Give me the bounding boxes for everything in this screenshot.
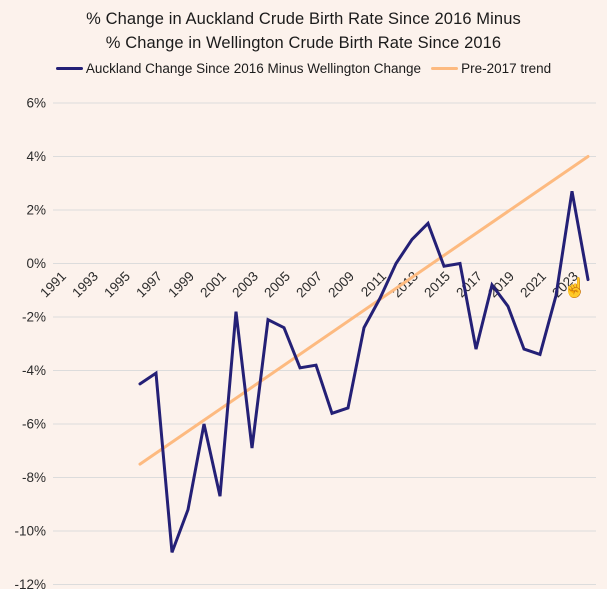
- x-axis-tick-label: 2005: [261, 269, 293, 301]
- legend-line-swatch-navy: [55, 67, 83, 70]
- legend-item-auckland-minus-wellington: Auckland Change Since 2016 Minus Welling…: [55, 61, 422, 76]
- y-axis-tick-label: 2%: [26, 203, 46, 218]
- x-axis-tick-label: 2017: [453, 269, 485, 301]
- x-axis-tick-label: 2015: [421, 269, 453, 301]
- series-line-primary: [138, 191, 590, 553]
- legend-line-swatch-orange: [431, 67, 459, 70]
- y-axis-tick-label: -8%: [22, 470, 46, 485]
- x-axis-tick-label: 1999: [165, 269, 197, 301]
- y-axis-tick-label: 6%: [26, 96, 46, 111]
- y-axis-tick-label: -6%: [22, 417, 46, 432]
- y-axis-tick-label: 4%: [26, 149, 46, 164]
- x-axis-tick-label: 1995: [101, 269, 133, 301]
- chart-title-line2: % Change in Wellington Crude Birth Rate …: [105, 34, 502, 52]
- x-axis-tick-label: 2001: [197, 269, 229, 301]
- x-axis-tick-label: 1993: [69, 269, 101, 301]
- x-axis-tick-label: 1997: [133, 269, 165, 301]
- series-line-trend: [138, 155, 590, 466]
- legend-label: Pre-2017 trend: [461, 61, 552, 76]
- legend-item-pre-2017-trend: Pre-2017 trend: [431, 61, 551, 76]
- y-axis-tick-label: -2%: [22, 310, 46, 325]
- chart-title-line1: % Change in Auckland Crude Birth Rate Si…: [86, 10, 521, 28]
- x-axis-tick-label: 2003: [229, 269, 261, 301]
- x-axis-tick-label: 2007: [293, 269, 325, 301]
- x-axis-tick-label: 2021: [517, 269, 549, 301]
- y-axis-tick-label: -12%: [14, 577, 46, 589]
- chart-legend: Auckland Change Since 2016 Minus Welling…: [0, 61, 607, 76]
- y-axis-tick-label: -4%: [22, 363, 46, 378]
- x-axis-tick-label: 2009: [325, 269, 357, 301]
- x-axis-tick-label: 2023: [549, 269, 581, 301]
- x-axis-tick-label: 1991: [37, 269, 69, 301]
- chart-title: % Change in Auckland Crude Birth Rate Si…: [0, 7, 607, 55]
- y-axis-tick-label: 0%: [26, 256, 46, 271]
- y-axis-tick-label: -10%: [14, 524, 46, 539]
- legend-label: Auckland Change Since 2016 Minus Welling…: [85, 61, 422, 76]
